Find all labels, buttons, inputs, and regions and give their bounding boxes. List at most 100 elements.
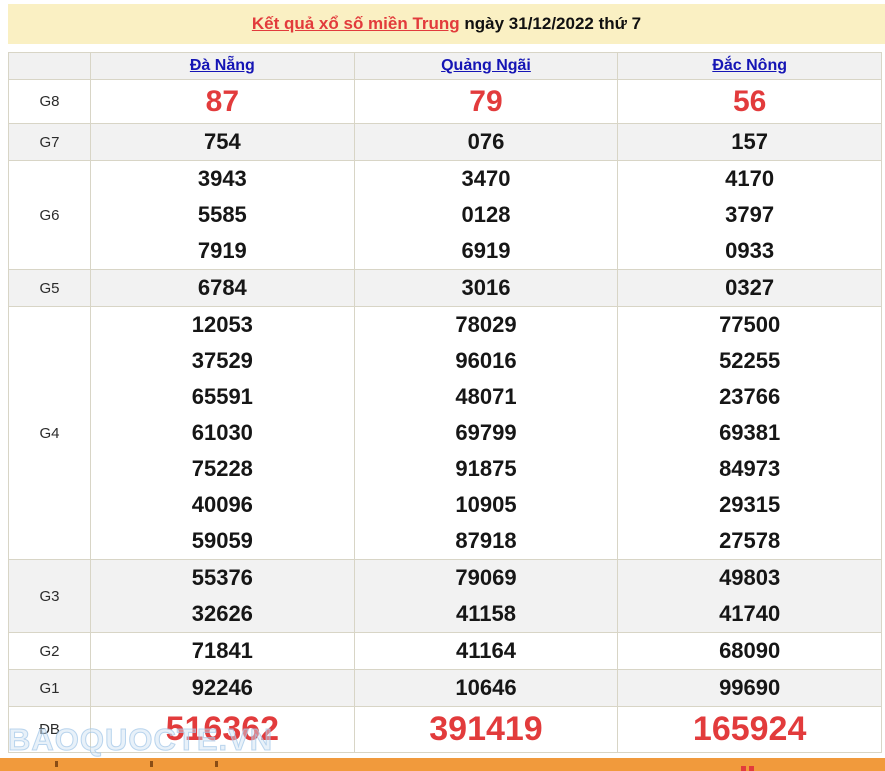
prize-number: 391419 xyxy=(429,710,543,748)
prize-number: 59059 xyxy=(191,528,253,553)
prize-cell-g5-da-nang: 6784 xyxy=(90,269,355,307)
prize-number: 52255 xyxy=(719,348,781,373)
prize-number: 27578 xyxy=(719,528,781,553)
prize-number: 84973 xyxy=(719,456,781,481)
prize-number: 96016 xyxy=(455,348,517,373)
lottery-results-table: Đà Nẵng Quảng Ngãi Đắc Nông G8 87 79 56 G7 754 0… xyxy=(8,52,882,753)
prize-number: 10905 xyxy=(455,492,517,517)
prize-row-db: ĐB 516362 391419 165924 xyxy=(8,706,882,753)
prize-number: 79069 xyxy=(455,565,517,590)
prize-number: 10646 xyxy=(455,675,517,700)
prize-cell-g4-da-nang: 12053 37529 65591 61030 75228 40096 59059 xyxy=(90,306,355,560)
prize-label-g1: G1 xyxy=(8,669,91,707)
prize-number: 41740 xyxy=(719,601,781,626)
prize-cell-g6-dac-nong: 4170 3797 0933 xyxy=(617,160,882,270)
prize-label-g7: G7 xyxy=(8,123,91,161)
prize-row-g5: G5 6784 3016 0327 xyxy=(8,269,882,307)
prize-number: 0933 xyxy=(725,238,775,263)
prize-cell-g4-quang-ngai: 78029 96016 48071 69799 91875 10905 87918 xyxy=(353,306,619,560)
prize-number: 68090 xyxy=(719,638,781,663)
prize-number: 12053 xyxy=(191,312,253,337)
prize-number: 75228 xyxy=(191,456,253,481)
column-header-da-nang: Đà Nẵng xyxy=(90,52,355,80)
title-date-text: ngày 31/12/2022 thứ 7 xyxy=(459,14,642,33)
prize-number: 7919 xyxy=(197,238,247,263)
prize-row-g1: G1 92246 10646 99690 xyxy=(8,669,882,707)
prize-number: 91875 xyxy=(455,456,517,481)
prize-number: 23766 xyxy=(719,384,781,409)
prize-label-g6: G6 xyxy=(8,160,91,270)
column-header-dac-nong: Đắc Nông xyxy=(617,52,882,80)
prize-label-g8: G8 xyxy=(8,79,91,124)
prize-number: 37529 xyxy=(191,348,253,373)
prize-cell-g5-dac-nong: 0327 xyxy=(617,269,882,307)
prize-row-g8: G8 87 79 56 xyxy=(8,79,882,124)
prize-number: 41158 xyxy=(456,601,516,626)
prize-cell-db-da-nang: 516362 xyxy=(90,706,355,753)
prize-label-db: ĐB xyxy=(8,706,91,753)
column-link-quang-ngai[interactable]: Quảng Ngãi xyxy=(441,57,531,74)
cutoff-text-fragment xyxy=(55,761,58,767)
prize-number: 754 xyxy=(203,129,241,154)
prize-number: 3016 xyxy=(461,275,511,300)
prize-number: 48071 xyxy=(455,384,517,409)
column-link-dac-nong[interactable]: Đắc Nông xyxy=(712,57,787,74)
prize-number: 71841 xyxy=(191,638,253,663)
prize-number: 157 xyxy=(731,129,769,154)
prize-cell-db-dac-nong: 165924 xyxy=(617,706,882,753)
prize-number: 87 xyxy=(205,85,240,118)
prize-number: 3797 xyxy=(725,202,775,227)
prize-cell-g4-dac-nong: 77500 52255 23766 69381 84973 29315 27578 xyxy=(617,306,882,560)
prize-cell-g5-quang-ngai: 3016 xyxy=(353,269,619,307)
prize-number: 0128 xyxy=(461,202,511,227)
prize-number: 41164 xyxy=(456,638,516,663)
prize-number: 32626 xyxy=(191,601,253,626)
prize-cell-g1-dac-nong: 99690 xyxy=(617,669,882,707)
prize-number: 79 xyxy=(469,85,503,118)
prize-number: 3470 xyxy=(461,166,511,191)
prize-number: 69381 xyxy=(719,420,781,445)
column-header-quang-ngai: Quảng Ngãi xyxy=(353,52,619,80)
prize-number: 99690 xyxy=(719,675,781,700)
prize-label-g3: G3 xyxy=(8,559,91,633)
column-link-da-nang[interactable]: Đà Nẵng xyxy=(189,57,255,74)
cutoff-text-fragment xyxy=(150,761,153,767)
prize-number: 0327 xyxy=(725,275,775,300)
prize-number: 3943 xyxy=(197,166,247,191)
bottom-banner-cutoff xyxy=(0,758,885,771)
prize-cell-db-quang-ngai: 391419 xyxy=(353,706,619,753)
prize-number: 65591 xyxy=(191,384,253,409)
prize-cell-g6-da-nang: 3943 5585 7919 xyxy=(90,160,355,270)
prize-row-g7: G7 754 076 157 xyxy=(8,123,882,161)
prize-number: 4170 xyxy=(725,166,775,191)
prize-cell-g6-quang-ngai: 3470 0128 6919 xyxy=(353,160,619,270)
prize-cell-g7-quang-ngai: 076 xyxy=(353,123,619,161)
prize-cell-g2-quang-ngai: 41164 xyxy=(353,632,619,670)
prize-number: 56 xyxy=(732,85,767,118)
prize-number: 49803 xyxy=(719,565,781,590)
prize-cell-g2-da-nang: 71841 xyxy=(90,632,355,670)
prize-cell-g3-dac-nong: 49803 41740 xyxy=(617,559,882,633)
prize-cell-g2-dac-nong: 68090 xyxy=(617,632,882,670)
prize-cell-g3-quang-ngai: 79069 41158 xyxy=(353,559,619,633)
prize-number: 61030 xyxy=(191,420,253,445)
prize-cell-g1-quang-ngai: 10646 xyxy=(353,669,619,707)
table-header: Đà Nẵng Quảng Ngãi Đắc Nông xyxy=(8,52,882,80)
prize-label-g5: G5 xyxy=(8,269,91,307)
prize-row-g2: G2 71841 41164 68090 xyxy=(8,632,882,670)
prize-label-g2: G2 xyxy=(8,632,91,670)
prize-cell-g1-da-nang: 92246 xyxy=(90,669,355,707)
prize-cell-g7-da-nang: 754 xyxy=(90,123,355,161)
prize-number: 87918 xyxy=(455,528,517,553)
prize-number: 165924 xyxy=(692,710,807,748)
prize-number: 516362 xyxy=(165,710,280,748)
prize-label-g4: G4 xyxy=(8,306,91,560)
prize-cell-g8-dac-nong: 56 xyxy=(617,79,882,124)
prize-row-g3: G3 55376 32626 79069 41158 49803 41740 xyxy=(8,559,882,633)
prize-cell-g8-quang-ngai: 79 xyxy=(353,79,619,124)
prize-number: 29315 xyxy=(719,492,781,517)
prize-number: 78029 xyxy=(455,312,517,337)
prize-number: 076 xyxy=(467,129,505,154)
title-link[interactable]: Kết quả xổ số miền Trung xyxy=(251,14,460,33)
prize-cell-g8-da-nang: 87 xyxy=(90,79,355,124)
